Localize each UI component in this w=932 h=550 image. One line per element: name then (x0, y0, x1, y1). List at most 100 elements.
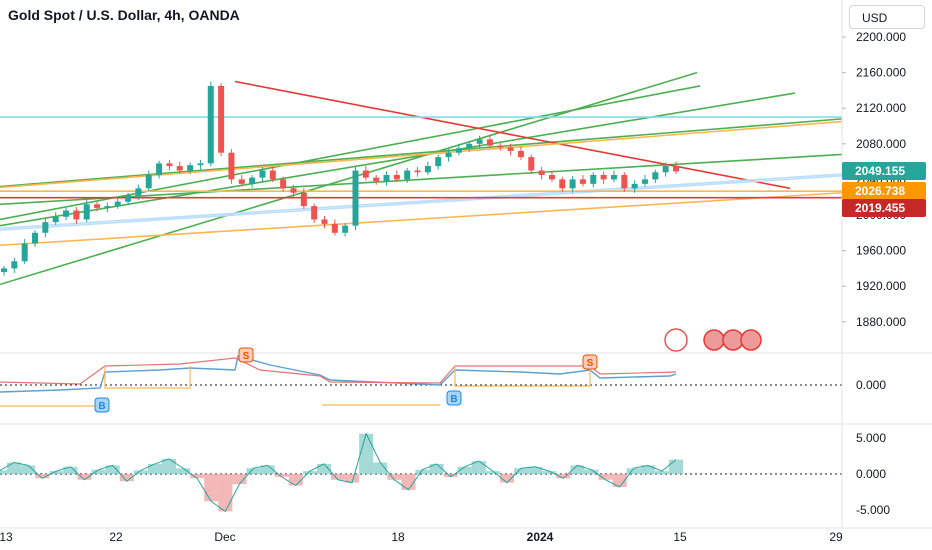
candle-body (290, 188, 297, 193)
candle-body (166, 163, 173, 167)
oscillator-bar (359, 433, 374, 474)
candle-body (579, 179, 586, 184)
signal-marker (94, 397, 110, 413)
time-tick-label: 18 (391, 530, 405, 544)
oscillator-bar (598, 474, 613, 480)
time-axis-corner (842, 529, 932, 550)
candle-body (600, 174, 607, 180)
candle-body (383, 174, 390, 182)
candle-body (476, 139, 483, 144)
candle-body (641, 179, 648, 184)
candles-group (1, 81, 679, 276)
trendline (0, 153, 843, 206)
candle-body (11, 261, 18, 269)
candle-body (435, 157, 442, 167)
candle-body (455, 148, 462, 153)
indicator-tick-label: 5.000 (856, 431, 886, 445)
oscillator-bar (373, 462, 388, 474)
flag-icon (722, 329, 744, 351)
candle-body (342, 225, 349, 233)
candle-body (94, 204, 101, 208)
candle-body (156, 163, 163, 175)
oscillator-bar (556, 474, 571, 479)
oscillator-bar (63, 466, 78, 474)
trendline (0, 92, 796, 227)
candle-body (673, 166, 679, 172)
oscillator-bar (218, 474, 233, 512)
oscillator-bar (345, 474, 360, 483)
candle-body (559, 179, 566, 189)
price-tick-label: 1920.000 (856, 279, 906, 293)
candle-body (300, 192, 307, 207)
event-icon (664, 328, 688, 352)
flag-icon (703, 329, 725, 351)
candle-body (187, 165, 194, 171)
candle-body (507, 147, 514, 151)
oscillator-bar (302, 471, 317, 474)
oscillator-bar (35, 474, 50, 479)
oscillator-bar (668, 459, 684, 474)
price-tick-label: 1960.000 (856, 244, 906, 258)
candle-body (590, 174, 597, 184)
oscillator-bar (542, 471, 557, 474)
trendline (0, 85, 701, 221)
signal-marker-label: B (98, 401, 105, 412)
candle-body (52, 216, 59, 223)
oscillator-bar (330, 474, 346, 480)
candle-body (32, 232, 39, 244)
candle-body (73, 210, 80, 220)
oscillator-line (0, 432, 677, 513)
price-tick-label: 2160.000 (856, 66, 906, 80)
indicator-tick-label: 0.000 (856, 378, 886, 392)
oscillator-bar (260, 465, 275, 474)
candle-body (424, 166, 431, 173)
candle-body (42, 222, 49, 233)
oscillator-bar (443, 474, 458, 477)
candle-body (135, 188, 142, 196)
candle-body (238, 179, 245, 184)
candle-body (373, 177, 380, 182)
candle-body (352, 170, 359, 226)
candle-body (517, 150, 524, 158)
currency-button[interactable]: USD (849, 5, 925, 29)
oscillator-bar (429, 463, 444, 474)
candle-body (445, 152, 452, 158)
trendline (0, 175, 843, 231)
signal-marker (238, 347, 254, 363)
candle-body (621, 174, 628, 189)
price-badge (842, 182, 926, 200)
candle-body (548, 174, 555, 180)
candle-body (114, 201, 121, 207)
candle-body (486, 139, 493, 146)
candle-body (63, 210, 70, 217)
range-box (104, 366, 191, 389)
time-tick-label: 13 (0, 530, 13, 544)
oscillator-bar (612, 474, 627, 487)
oscillator-bar (0, 470, 8, 474)
indicator-tick-label: -5.000 (856, 503, 890, 517)
oscillator-bar (528, 466, 543, 474)
price-badge-value: 2019.455 (855, 201, 905, 215)
oscillator-bar (190, 474, 205, 479)
trendline (0, 120, 843, 189)
oscillator-bar (105, 465, 120, 474)
oscillator-bar (176, 468, 191, 474)
signal-marker-label: B (450, 394, 457, 405)
candle-body (197, 163, 204, 166)
candle-body (610, 174, 617, 180)
candle-body (652, 172, 659, 180)
candle-body (538, 170, 545, 175)
price-badge (842, 162, 926, 180)
candle-body (104, 206, 111, 208)
oscillator-bar (7, 462, 22, 474)
oscillator-bar (119, 474, 134, 482)
flag-icon (740, 329, 762, 351)
indicator-tick-label: 0.000 (856, 467, 886, 481)
candle-body (176, 166, 183, 171)
time-tick-label: 22 (109, 530, 123, 544)
oscillator-bar (274, 474, 289, 477)
candle-body (259, 170, 266, 178)
oscillator-bar (21, 465, 36, 474)
indicator-line (0, 357, 677, 385)
